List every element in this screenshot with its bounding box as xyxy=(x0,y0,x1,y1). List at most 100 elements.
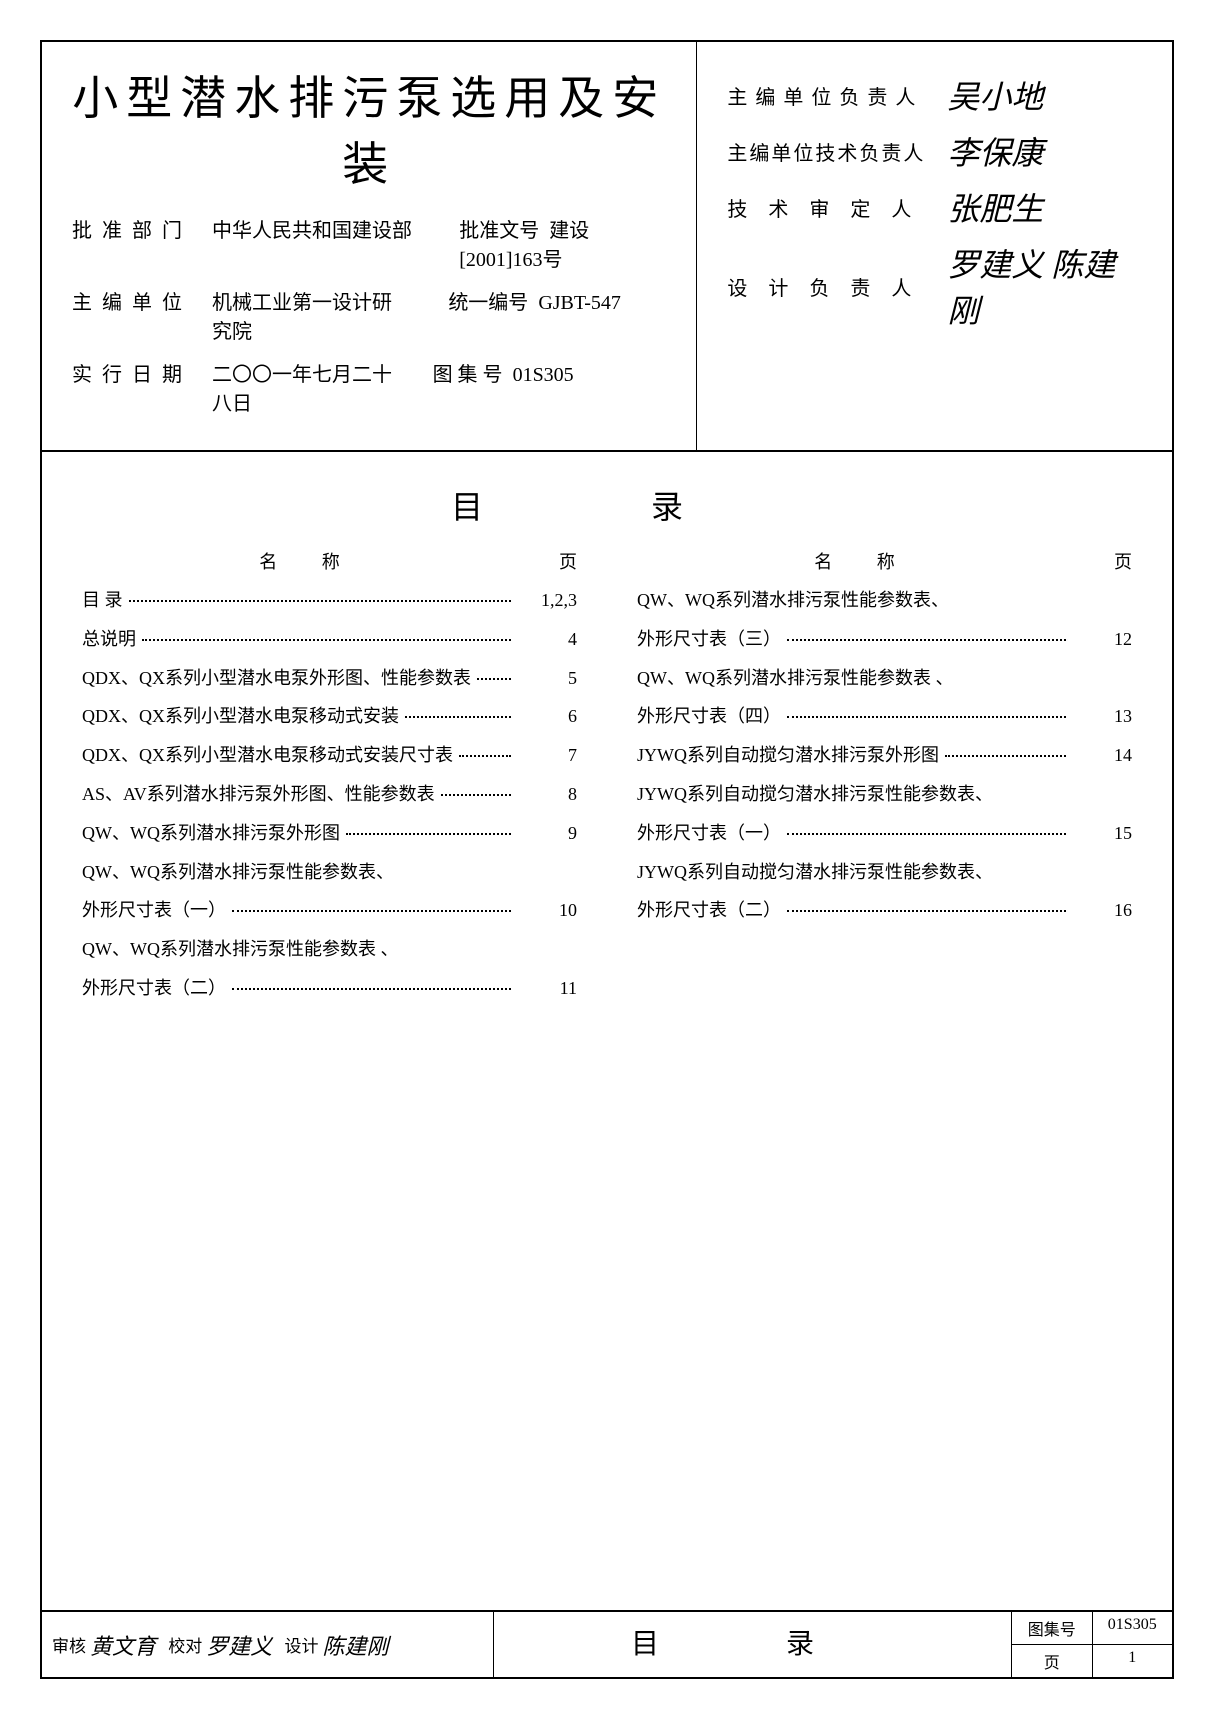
check-name: 黄文育 xyxy=(90,1629,156,1661)
toc-entry: 外形尺寸表（二）11 xyxy=(82,974,577,1003)
footer-center: 目 录 图集号 01S305 页 1 xyxy=(494,1612,1172,1677)
proof-name: 罗建义 xyxy=(206,1629,272,1661)
toc-entry-name: JYWQ系列自动搅匀潜水排污泵性能参数表、 xyxy=(637,858,993,887)
header-left: 小型潜水排污泵选用及安装 批准部门 中华人民共和国建设部 批准文号 建设[200… xyxy=(42,42,697,450)
toc-entry-page: 5 xyxy=(517,664,577,693)
toc-leader-dots xyxy=(945,755,1066,757)
unified-no-label: 统一编号 xyxy=(448,292,528,314)
toc-entry: 外形尺寸表（四） 13 xyxy=(637,702,1132,731)
sig-chief-unit-tech-leader: 主编单位技术负责人 李保康 xyxy=(727,128,1142,174)
toc-columns: 名 称 页 目 录 1,2,3 总说明4 QDX、QX系列小型潜水电泵外形图、性能参数… xyxy=(82,548,1132,1013)
toc-entry-name: QDX、QX系列小型潜水电泵外形图、性能参数表 xyxy=(82,664,471,693)
check-label: 审核 xyxy=(52,1632,86,1657)
toc-entry-name: JYWQ系列自动搅匀潜水排污泵外形图 xyxy=(637,741,939,770)
toc-entry: AS、AV系列潜水排污泵外形图、性能参数表 8 xyxy=(82,780,577,809)
toc-leader-dots xyxy=(787,833,1066,835)
toc-leader-dots xyxy=(232,988,511,990)
footer-page-value: 1 xyxy=(1092,1645,1173,1677)
toc-entry-name: QDX、QX系列小型潜水电泵移动式安装 xyxy=(82,702,399,731)
table-of-contents: 目 录 名 称 页 目 录 1,2,3 总说明4 QDX、QX系列小型潜水电泵外形图、… xyxy=(42,452,1172,1033)
toc-entry-page: 7 xyxy=(517,741,577,770)
toc-entry: JYWQ系列自动搅匀潜水排污泵性能参数表、 xyxy=(637,780,1132,809)
design-leader-label: 设 计 负 责 人 xyxy=(727,272,947,301)
title-block-footer: 审核 黄文育 校对 罗建义 设计 陈建刚 目 录 图集号 01S305 页 1 xyxy=(42,1610,1172,1677)
toc-entry-name: 目 录 xyxy=(82,586,123,615)
proof-label: 校对 xyxy=(168,1632,202,1657)
drawing-sheet: 小型潜水排污泵选用及安装 批准部门 中华人民共和国建设部 批准文号 建设[200… xyxy=(40,40,1174,1679)
design-leader-name: 罗建义 陈建刚 xyxy=(947,240,1142,332)
main-unit-label: 主编单位 xyxy=(72,286,212,344)
tech-reviewer-name: 张肥生 xyxy=(947,184,1142,230)
toc-leader-dots xyxy=(232,910,511,912)
toc-entry: QW、WQ系列潜水排污泵性能参数表、 xyxy=(637,586,1132,615)
toc-leader-dots xyxy=(142,639,511,641)
toc-leader-dots xyxy=(787,716,1066,718)
toc-entry-name: 外形尺寸表（二） xyxy=(637,896,781,925)
toc-entry-page: 1,2,3 xyxy=(517,586,577,615)
toc-entry-page: 4 xyxy=(517,625,577,654)
toc-leader-dots xyxy=(787,910,1066,912)
toc-entry: 外形尺寸表（一） 10 xyxy=(82,896,577,925)
approve-dept: 中华人民共和国建设部 xyxy=(212,214,419,272)
header: 小型潜水排污泵选用及安装 批准部门 中华人民共和国建设部 批准文号 建设[200… xyxy=(42,42,1172,452)
approve-dept-label: 批准部门 xyxy=(72,214,212,272)
toc-entry-page: 12 xyxy=(1072,625,1132,654)
toc-entry: QW、WQ系列潜水排污泵性能参数表、 xyxy=(82,858,577,887)
toc-header-name: 名 称 xyxy=(637,548,1092,574)
toc-entry-name: QW、WQ系列潜水排污泵性能参数表 、 xyxy=(82,935,398,964)
toc-entry: QDX、QX系列小型潜水电泵移动式安装尺寸表 7 xyxy=(82,741,577,770)
toc-entry-name: 外形尺寸表（一） xyxy=(82,896,226,925)
exec-date-label: 实行日期 xyxy=(72,358,212,416)
chief-unit-leader-label: 主编单位负责人 xyxy=(727,81,947,110)
toc-entry: 外形尺寸表（一）15 xyxy=(637,819,1132,848)
footer-page-label: 页 xyxy=(1012,1645,1092,1677)
sig-chief-unit-leader: 主编单位负责人 吴小地 xyxy=(727,72,1142,118)
toc-entry-page: 9 xyxy=(517,819,577,848)
toc-entry: QW、WQ系列潜水排污泵性能参数表 、 xyxy=(82,935,577,964)
toc-entry-page: 8 xyxy=(517,780,577,809)
chief-unit-tech-leader-label: 主编单位技术负责人 xyxy=(727,137,947,166)
design-label: 设计 xyxy=(285,1632,319,1657)
chief-unit-leader-name: 吴小地 xyxy=(947,72,1142,118)
toc-leader-dots xyxy=(346,833,511,835)
toc-entry-name: QW、WQ系列潜水排污泵性能参数表、 xyxy=(637,586,949,615)
tech-reviewer-label: 技 术 审 定 人 xyxy=(727,193,947,222)
toc-entry-name: 外形尺寸表（三） xyxy=(637,625,781,654)
approve-no-label: 批准文号 xyxy=(459,220,539,242)
toc-header-name: 名 称 xyxy=(82,548,537,574)
toc-entry-page: 14 xyxy=(1072,741,1132,770)
toc-entry-page: 10 xyxy=(517,896,577,925)
toc-entry-page: 11 xyxy=(517,974,577,1003)
toc-leader-dots xyxy=(477,678,511,680)
toc-leader-dots xyxy=(405,716,511,718)
unified-no: GJBT-547 xyxy=(538,292,621,314)
toc-entry-name: QW、WQ系列潜水排污泵性能参数表、 xyxy=(82,858,394,887)
toc-entry-name: AS、AV系列潜水排污泵外形图、性能参数表 xyxy=(82,780,435,809)
meta-row-approve: 批准部门 中华人民共和国建设部 批准文号 建设[2001]163号 xyxy=(72,214,666,272)
atlas-no: 01S305 xyxy=(513,364,574,386)
toc-entry: 外形尺寸表（三） 12 xyxy=(637,625,1132,654)
toc-entry-name: QW、WQ系列潜水排污泵外形图 xyxy=(82,819,340,848)
toc-entry: QDX、QX系列小型潜水电泵外形图、性能参数表 5 xyxy=(82,664,577,693)
toc-entry-page: 13 xyxy=(1072,702,1132,731)
chief-unit-tech-leader-name: 李保康 xyxy=(947,128,1142,174)
toc-entry-name: 外形尺寸表（四） xyxy=(637,702,781,731)
meta-row-main-unit: 主编单位 机械工业第一设计研究院 统一编号 GJBT-547 xyxy=(72,286,666,344)
toc-entry: JYWQ系列自动搅匀潜水排污泵外形图 14 xyxy=(637,741,1132,770)
toc-entry-page: 16 xyxy=(1072,896,1132,925)
toc-col-header: 名 称 页 xyxy=(82,548,577,574)
footer-sheet-title: 目 录 xyxy=(494,1612,1012,1677)
toc-entry-name: QDX、QX系列小型潜水电泵移动式安装尺寸表 xyxy=(82,741,453,770)
toc-entry: QDX、QX系列小型潜水电泵移动式安装 6 xyxy=(82,702,577,731)
atlas-no-label: 图 集 号 xyxy=(433,364,503,386)
toc-right-column: 名 称 页 QW、WQ系列潜水排污泵性能参数表、外形尺寸表（三）12QW、WQ系… xyxy=(637,548,1132,1013)
toc-heading: 目 录 xyxy=(82,482,1132,528)
footer-atlas-value: 01S305 xyxy=(1092,1612,1173,1644)
toc-entry-page: 6 xyxy=(517,702,577,731)
toc-leader-dots xyxy=(129,600,512,602)
toc-header-page: 页 xyxy=(537,548,577,574)
toc-entry: 总说明4 xyxy=(82,625,577,654)
exec-date: 二〇〇一年七月二十八日 xyxy=(212,358,393,416)
toc-entry: JYWQ系列自动搅匀潜水排污泵性能参数表、 xyxy=(637,858,1132,887)
toc-header-page: 页 xyxy=(1092,548,1132,574)
